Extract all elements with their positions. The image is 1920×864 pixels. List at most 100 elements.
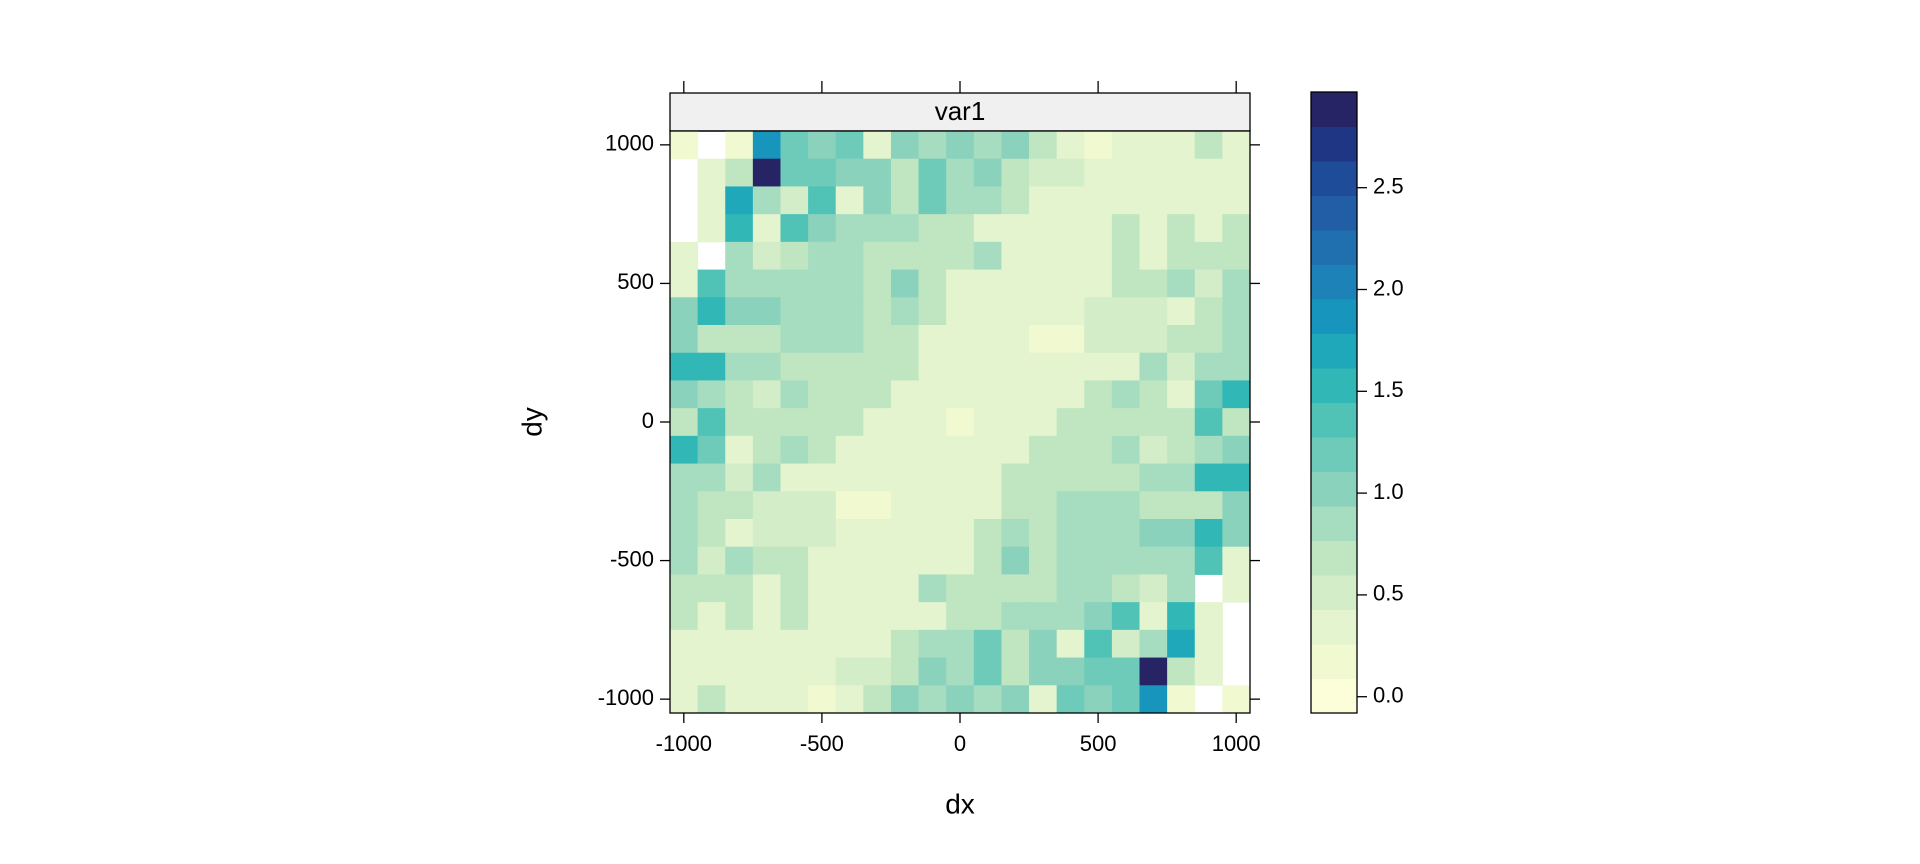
heat-cell xyxy=(863,657,892,686)
heat-cell xyxy=(835,629,864,659)
heat-cell xyxy=(1056,158,1085,187)
heat-cell xyxy=(1111,574,1141,603)
heat-cell xyxy=(1029,574,1058,603)
heat-cell xyxy=(697,602,726,631)
heat-cell xyxy=(1222,574,1251,603)
heat-cell xyxy=(890,241,920,271)
heat-cell xyxy=(918,491,947,520)
heat-cell xyxy=(1139,158,1168,187)
heat-cell xyxy=(1084,158,1113,187)
heat-cell xyxy=(752,325,781,354)
colorbar-swatch xyxy=(1311,506,1357,541)
heat-cell xyxy=(780,519,809,548)
heat-cell xyxy=(1222,241,1251,271)
heat-cell xyxy=(1194,186,1223,215)
heat-cell xyxy=(1084,602,1113,631)
heat-cell xyxy=(752,685,781,714)
heat-cell xyxy=(1084,463,1113,492)
heat-cell xyxy=(780,685,809,714)
heat-cell xyxy=(808,519,837,548)
heat-cell xyxy=(1222,546,1251,575)
heat-cell xyxy=(1029,602,1058,631)
heat-cell xyxy=(1167,629,1196,659)
heat-cell xyxy=(808,158,837,187)
heat-cell xyxy=(780,629,809,659)
heat-cell xyxy=(835,435,864,465)
heat-cell xyxy=(670,241,699,271)
heat-cell xyxy=(1139,491,1168,520)
heat-cell xyxy=(1111,408,1141,437)
heat-cell xyxy=(973,408,1002,437)
heat-cell xyxy=(752,380,781,409)
heat-cell xyxy=(1167,685,1196,714)
heat-cell xyxy=(973,546,1002,575)
heat-cell xyxy=(1084,519,1113,548)
heat-cell xyxy=(973,491,1002,520)
heat-cell xyxy=(1029,463,1058,492)
heat-cell xyxy=(780,380,809,409)
heat-cell xyxy=(1167,186,1196,215)
heat-cell xyxy=(1001,602,1030,631)
colorbar-swatch xyxy=(1311,92,1357,127)
heat-cell xyxy=(1084,241,1113,271)
heat-cell xyxy=(697,519,726,548)
heat-cell xyxy=(1194,352,1223,381)
heat-cell xyxy=(973,574,1002,603)
heat-cell xyxy=(697,574,726,603)
heat-cell xyxy=(1139,408,1168,437)
heat-cell xyxy=(918,629,947,659)
heat-cell xyxy=(1139,352,1168,381)
colorbar-tick-label: 1.0 xyxy=(1373,479,1404,504)
heat-cell xyxy=(1139,657,1168,686)
heat-cell xyxy=(1056,519,1085,548)
heat-cell xyxy=(780,546,809,575)
heat-cell xyxy=(918,186,947,215)
heat-cell xyxy=(835,408,864,437)
heat-cell xyxy=(725,574,754,603)
heat-cell xyxy=(1194,241,1223,271)
heat-cell xyxy=(1056,380,1085,409)
heat-cell xyxy=(1194,269,1223,298)
heat-cell xyxy=(1084,131,1113,160)
heat-cell xyxy=(1222,158,1251,187)
heat-cell xyxy=(890,131,920,160)
heat-cell xyxy=(973,131,1002,160)
heat-cell xyxy=(946,657,975,686)
heat-cell xyxy=(946,435,975,465)
heat-cell xyxy=(1029,519,1058,548)
heat-cell xyxy=(1001,269,1030,298)
heat-cell xyxy=(1222,131,1251,160)
heat-cell xyxy=(946,131,975,160)
colorbar-swatch xyxy=(1311,161,1357,196)
heat-cell xyxy=(863,186,892,215)
x-axis-label: dx xyxy=(945,788,975,819)
heat-cell xyxy=(863,325,892,354)
heat-cell xyxy=(890,158,920,187)
heat-cell xyxy=(808,269,837,298)
heat-cell xyxy=(1056,491,1085,520)
heat-cell xyxy=(1194,546,1223,575)
heat-cell xyxy=(1084,186,1113,215)
heat-cell xyxy=(1222,463,1251,492)
heat-cell xyxy=(697,463,726,492)
heat-cell xyxy=(918,380,947,409)
heat-cell xyxy=(918,214,947,243)
heat-cell xyxy=(725,297,754,326)
heat-cell xyxy=(1167,463,1196,492)
heat-cell xyxy=(725,158,754,187)
x-tick-label: 500 xyxy=(1080,731,1117,756)
heat-cell xyxy=(752,297,781,326)
heat-cell xyxy=(808,602,837,631)
heat-cell xyxy=(835,297,864,326)
heat-cell xyxy=(1111,519,1141,548)
heat-cell xyxy=(752,214,781,243)
strip xyxy=(669,92,1251,132)
heat-cell xyxy=(890,546,920,575)
heat-cell xyxy=(890,352,920,381)
heat-cell xyxy=(863,408,892,437)
heat-cell xyxy=(1056,685,1085,714)
heat-cell xyxy=(1001,297,1030,326)
heat-cell xyxy=(697,657,726,686)
heat-cell xyxy=(670,519,699,548)
heat-cell xyxy=(835,463,864,492)
